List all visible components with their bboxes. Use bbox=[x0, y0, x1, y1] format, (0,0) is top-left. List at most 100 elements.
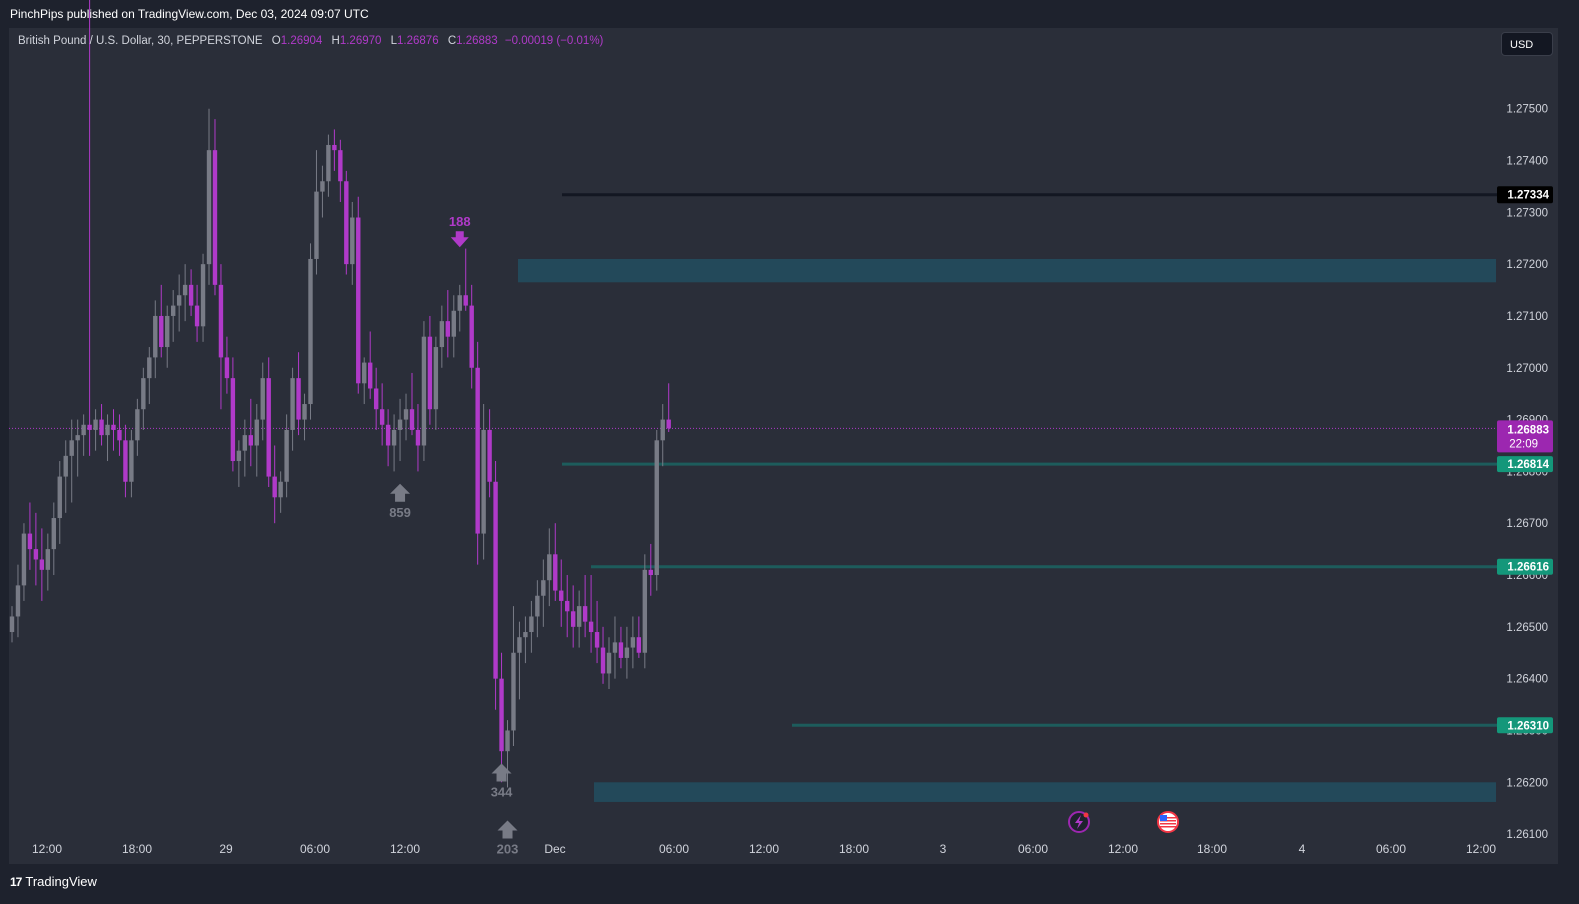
candle-body bbox=[57, 476, 62, 519]
price-tick-label: 1.27500 bbox=[1506, 104, 1548, 116]
candle bbox=[284, 414, 289, 498]
top-bar: PinchPips published on TradingView.com, … bbox=[0, 0, 1579, 28]
time-tick-label: 12:00 bbox=[1108, 842, 1138, 856]
candle-body bbox=[535, 595, 540, 617]
candle bbox=[433, 336, 439, 430]
candle bbox=[565, 575, 570, 638]
currency-button[interactable]: USD bbox=[1501, 32, 1553, 56]
candle-body bbox=[397, 419, 403, 430]
candle-body bbox=[129, 440, 134, 482]
signal-count: 203 bbox=[497, 842, 519, 857]
candle-body bbox=[642, 569, 648, 653]
candle bbox=[385, 409, 391, 467]
low-label: L bbox=[390, 35, 398, 47]
candle bbox=[135, 398, 140, 456]
candle-body bbox=[421, 336, 427, 446]
candle-body bbox=[493, 481, 498, 679]
candle bbox=[308, 243, 313, 420]
candle-body bbox=[427, 336, 433, 410]
candle bbox=[314, 150, 319, 275]
level-price-label-bg bbox=[1497, 558, 1553, 575]
candle bbox=[529, 600, 534, 653]
candle bbox=[302, 393, 307, 441]
candle-body bbox=[332, 144, 337, 151]
candle-body bbox=[517, 637, 522, 653]
candle-body bbox=[499, 678, 504, 752]
candle-body bbox=[475, 367, 480, 534]
price-tick-label: 1.27400 bbox=[1506, 156, 1548, 168]
candle-body bbox=[290, 378, 295, 430]
candle-body bbox=[224, 357, 230, 379]
level-price-label: 1.26814 bbox=[1497, 456, 1553, 473]
candle-body bbox=[660, 419, 665, 441]
candle bbox=[553, 523, 558, 601]
candle-body bbox=[547, 554, 552, 581]
candle bbox=[153, 300, 158, 379]
candle-body bbox=[624, 647, 630, 658]
candle bbox=[487, 409, 492, 498]
open-label: O bbox=[271, 35, 281, 47]
time-tick-label: 12:00 bbox=[390, 842, 420, 856]
candle bbox=[165, 305, 170, 368]
candle bbox=[654, 429, 659, 591]
time-tick-label: 06:00 bbox=[659, 842, 689, 856]
time-tick-label: 06:00 bbox=[1018, 842, 1048, 856]
candle bbox=[159, 284, 164, 358]
candle bbox=[409, 372, 415, 436]
candle bbox=[260, 362, 265, 441]
candle-body bbox=[636, 637, 642, 653]
arrow-up-icon bbox=[390, 483, 411, 502]
candle bbox=[469, 284, 474, 389]
candle-body bbox=[81, 424, 86, 436]
symbol-legend[interactable]: British Pound / U.S. Dollar, 30, PEPPERS… bbox=[18, 35, 603, 47]
candle-body bbox=[391, 429, 397, 446]
time-tick-label: 18:00 bbox=[122, 842, 152, 856]
current-price-value: 1.26883 bbox=[1507, 424, 1549, 436]
candle bbox=[535, 580, 540, 638]
price-tick-label: 1.26100 bbox=[1506, 829, 1548, 841]
tradingview-brand[interactable]: 17 TradingView bbox=[10, 874, 97, 889]
tradingview-logo-icon: 17 bbox=[10, 875, 22, 889]
candle bbox=[511, 606, 516, 747]
candle-body bbox=[362, 362, 367, 384]
us-flag-event-icon bbox=[1157, 811, 1179, 833]
candle bbox=[666, 383, 671, 433]
candle-body bbox=[618, 642, 624, 658]
price-tick-label: 1.27000 bbox=[1506, 363, 1548, 375]
candle bbox=[141, 367, 146, 430]
time-tick-label: 12:00 bbox=[1466, 842, 1496, 856]
flag-stripe bbox=[1160, 826, 1176, 828]
candle bbox=[559, 559, 564, 627]
candle bbox=[415, 404, 421, 472]
candle bbox=[332, 129, 337, 171]
level-price-label-bg bbox=[1497, 717, 1553, 734]
resistance-price-label: 1.27334 bbox=[1497, 186, 1553, 204]
candle-body bbox=[87, 424, 92, 430]
candle bbox=[445, 290, 451, 358]
candle bbox=[475, 341, 480, 565]
candle-body bbox=[302, 404, 307, 420]
candle bbox=[9, 606, 15, 643]
candle bbox=[272, 445, 277, 524]
candle bbox=[123, 424, 128, 498]
candle bbox=[93, 409, 98, 451]
candle-body bbox=[433, 347, 439, 410]
candle-body bbox=[15, 585, 21, 617]
candle bbox=[397, 398, 403, 462]
candle-body bbox=[463, 295, 468, 306]
candle bbox=[427, 315, 433, 425]
candle bbox=[194, 284, 200, 342]
candle-body bbox=[254, 419, 259, 446]
candle-body bbox=[45, 549, 51, 570]
candle bbox=[660, 404, 665, 467]
candle bbox=[248, 398, 253, 467]
candle-body bbox=[159, 315, 164, 348]
time-tick-label: 06:00 bbox=[300, 842, 330, 856]
candle bbox=[451, 295, 456, 358]
time-tick-label: 18:00 bbox=[1197, 842, 1227, 856]
time-tick-label: 4 bbox=[1299, 842, 1306, 856]
time-tick-label: 12:00 bbox=[32, 842, 62, 856]
candle bbox=[648, 543, 653, 596]
lightning-event-icon bbox=[1068, 811, 1090, 833]
